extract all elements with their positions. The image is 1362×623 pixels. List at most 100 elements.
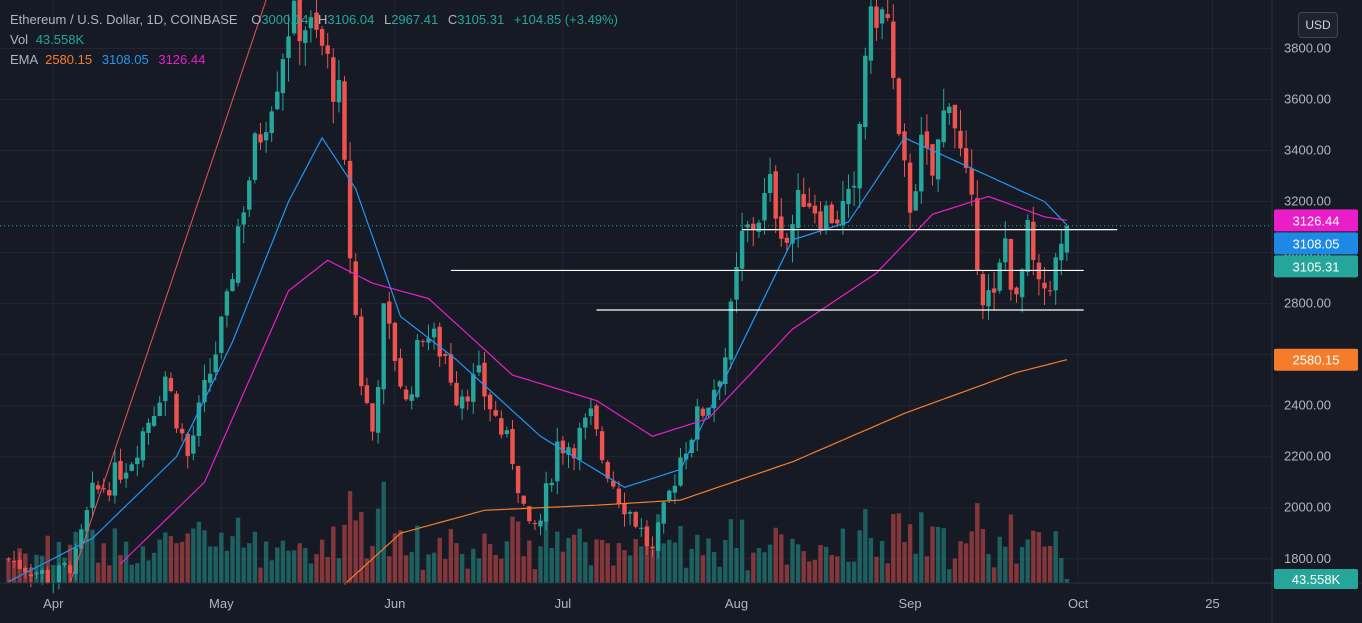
candle-body xyxy=(751,223,756,230)
high-value: 3106.04 xyxy=(327,12,375,27)
candle-body xyxy=(555,441,560,482)
x-tick-label: Sep xyxy=(899,596,922,611)
candle-body xyxy=(986,290,991,307)
candle-body xyxy=(286,36,291,58)
candle-body xyxy=(1014,287,1019,295)
volume-bar xyxy=(605,543,610,583)
volume-bar xyxy=(515,521,521,583)
candle-body xyxy=(566,447,571,455)
candle-body xyxy=(465,396,470,402)
candle-body xyxy=(235,226,241,283)
volume-bar xyxy=(482,533,487,583)
volume-bar xyxy=(947,569,952,583)
volume-bar xyxy=(409,551,414,583)
volume-bar xyxy=(79,545,84,583)
volume-bar xyxy=(991,567,997,583)
volume-bar xyxy=(611,565,616,583)
volume-bar xyxy=(431,552,437,583)
volume-bar xyxy=(342,524,347,583)
volume-bar xyxy=(129,564,134,583)
symbol-title[interactable]: Ethereum / U.S. Dollar, 1D, COINBASE xyxy=(10,12,238,27)
candle-body xyxy=(723,357,728,384)
volume-bar xyxy=(135,563,140,583)
candle-body xyxy=(448,354,454,383)
volume-bar xyxy=(896,513,902,583)
volume-bar xyxy=(907,524,913,583)
candle-body xyxy=(605,462,610,479)
candle-body xyxy=(280,59,286,94)
volume-bar xyxy=(112,528,118,583)
candle-body xyxy=(874,6,879,28)
volume-bar xyxy=(997,536,1002,583)
volume-bar xyxy=(476,558,482,583)
candle-body xyxy=(835,219,840,224)
x-tick-label: 25 xyxy=(1205,596,1219,611)
volume-bar xyxy=(616,543,622,583)
currency-button[interactable]: USD xyxy=(1298,12,1338,38)
candle-body xyxy=(594,405,599,430)
candle-body xyxy=(913,191,918,211)
x-tick-label: Apr xyxy=(43,596,64,611)
candle-body xyxy=(980,274,986,306)
candle-body xyxy=(616,488,622,504)
volume-bar xyxy=(275,547,280,583)
candle-body xyxy=(767,174,773,194)
candle-body xyxy=(123,472,129,479)
x-tick-label: Jul xyxy=(555,596,572,611)
candle-body xyxy=(28,574,34,577)
volume-bar xyxy=(840,528,846,583)
candle-body xyxy=(471,374,476,402)
candle-body xyxy=(717,381,722,387)
candle-body xyxy=(543,483,549,522)
volume-bar xyxy=(420,569,426,583)
candle-body xyxy=(39,570,45,574)
volume-bar xyxy=(863,509,868,583)
volume-bar xyxy=(493,554,498,583)
candle-body xyxy=(275,91,280,110)
candle-body xyxy=(499,418,504,435)
volume-bar xyxy=(107,565,112,583)
candle-body xyxy=(863,55,868,128)
candle-body xyxy=(185,433,190,456)
candle-body xyxy=(784,237,790,243)
volume-bar xyxy=(801,551,806,583)
candle-body xyxy=(997,262,1002,291)
volume-bar xyxy=(370,545,375,583)
candle-body xyxy=(135,457,140,465)
candle-body xyxy=(611,480,616,487)
price-pills: 3126.44 3108.05 3105.31 2580.15 43.558K xyxy=(1274,209,1358,589)
candle-body xyxy=(179,428,185,434)
candle-body xyxy=(700,408,706,416)
horizontal-lines[interactable] xyxy=(450,229,1118,311)
candle-body xyxy=(375,387,381,433)
candle-body xyxy=(1064,225,1070,253)
candle-body xyxy=(577,427,582,460)
legend-ema-row[interactable]: EMA 2580.15 3108.05 3126.44 xyxy=(10,50,618,70)
candle-body xyxy=(958,130,963,149)
volume-bar xyxy=(1053,531,1058,583)
volume-bar xyxy=(823,546,829,583)
candle-body xyxy=(868,6,874,61)
candle-body xyxy=(667,490,672,501)
candle-body xyxy=(504,430,510,435)
volume-bar xyxy=(812,559,818,583)
volume-bar xyxy=(303,548,308,583)
candle-body xyxy=(633,512,638,527)
legend-volume-row[interactable]: Vol 43.558K xyxy=(10,30,618,50)
volume-bar xyxy=(179,541,185,583)
volume-bar xyxy=(683,567,689,583)
volume-bar xyxy=(347,490,353,583)
candle-body xyxy=(560,440,566,454)
volume-bar xyxy=(224,550,230,583)
volume-bar xyxy=(263,541,269,583)
volume-bar xyxy=(745,570,750,583)
volume-bar xyxy=(549,547,554,583)
candles xyxy=(6,0,1070,594)
volume-bar xyxy=(1019,546,1025,583)
volume-bar xyxy=(734,547,739,583)
candle-body xyxy=(174,393,179,429)
candle-body xyxy=(409,394,414,401)
candle-body xyxy=(795,190,801,228)
volume-bar xyxy=(219,532,224,583)
